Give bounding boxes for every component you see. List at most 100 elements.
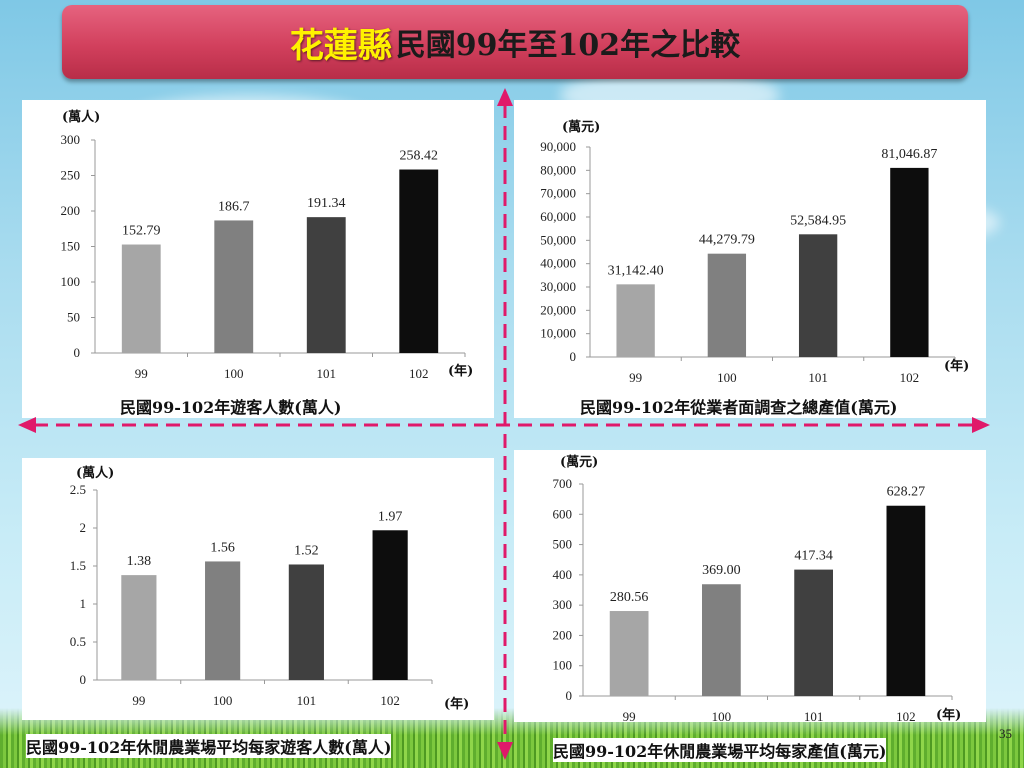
caption-total-output: 民國99-102年從業者面調查之總產值(萬元): [580, 394, 898, 418]
bar: [890, 167, 929, 357]
x-tick-label: 99: [629, 370, 642, 385]
y-tick-label: 300: [61, 132, 81, 147]
y-tick-label: 0: [74, 345, 81, 360]
x-unit-label: (年): [944, 358, 969, 374]
y-tick-label: 200: [553, 627, 573, 642]
y-tick-label: 100: [553, 658, 573, 673]
bar-value-label: 628.27: [887, 485, 926, 500]
arrow-up-icon: [497, 88, 513, 106]
bar: [702, 584, 741, 696]
bar-value-label: 1.52: [294, 543, 319, 558]
y-tick-label: 200: [61, 203, 81, 218]
y-tick-label: 50: [67, 310, 80, 325]
y-tick-label: 1: [80, 596, 87, 611]
arrow-right-icon: [972, 417, 990, 433]
y-tick-label: 2.5: [70, 482, 86, 497]
bar-value-label: 369.00: [702, 563, 741, 578]
bar: [886, 505, 926, 696]
bar-value-label: 44,279.79: [699, 233, 755, 248]
y-tick-label: 1.5: [70, 558, 86, 573]
y-tick-label: 70,000: [540, 186, 576, 201]
y-tick-label: 250: [61, 168, 81, 183]
y-tick-label: 2: [80, 520, 87, 535]
arrow-down-icon: [497, 742, 513, 760]
y-unit-label: (萬元): [560, 454, 598, 470]
bar: [707, 253, 747, 357]
y-tick-label: 150: [61, 239, 81, 254]
x-tick-label: 101: [804, 709, 824, 724]
bar-value-label: 417.34: [794, 549, 833, 564]
bar-value-label: 186.7: [218, 199, 250, 214]
title-banner: 花蓮縣 民國99年至102年之比較: [62, 5, 968, 79]
y-tick-label: 700: [553, 476, 573, 491]
x-tick-label: 99: [132, 693, 145, 708]
bar: [399, 169, 439, 353]
x-tick-label: 102: [380, 693, 400, 708]
bar-value-label: 258.42: [400, 149, 439, 164]
y-tick-label: 500: [553, 537, 573, 552]
x-tick-label: 99: [135, 366, 148, 381]
y-unit-label: (萬人): [62, 109, 100, 125]
bar: [205, 561, 241, 680]
y-tick-label: 300: [553, 597, 573, 612]
x-tick-label: 101: [808, 370, 828, 385]
y-tick-label: 50,000: [540, 232, 576, 247]
x-tick-label: 100: [224, 366, 244, 381]
bar-value-label: 1.38: [127, 554, 152, 569]
y-tick-label: 30,000: [540, 279, 576, 294]
bar: [609, 611, 649, 696]
y-tick-label: 0: [570, 349, 577, 364]
y-tick-label: 100: [61, 274, 81, 289]
x-unit-label: (年): [448, 363, 473, 379]
bar-value-label: 191.34: [307, 196, 346, 211]
y-tick-label: 60,000: [540, 209, 576, 224]
bar-value-label: 81,046.87: [881, 147, 937, 162]
x-tick-label: 101: [317, 366, 337, 381]
x-tick-label: 101: [297, 693, 317, 708]
y-tick-label: 40,000: [540, 256, 576, 271]
y-tick-label: 400: [553, 567, 573, 582]
chart-panel-avg-visitors: [22, 458, 494, 720]
caption-avg-visitors: 民國99-102年休閒農業場平均每家遊客人數(萬人): [26, 734, 392, 758]
page-title: 花蓮縣 民國99年至102年之比較: [62, 5, 968, 79]
x-tick-label: 99: [623, 709, 636, 724]
title-rest: 民國99年至102年之比較: [395, 28, 741, 63]
bar-value-label: 152.79: [122, 224, 161, 239]
y-tick-label: 20,000: [540, 302, 576, 317]
caption-avg-output: 民國99-102年休閒農業場平均每家產值(萬元): [553, 738, 887, 762]
bar: [372, 530, 408, 680]
y-tick-label: 0.5: [70, 634, 86, 649]
page-number: 35: [999, 726, 1012, 741]
bar: [214, 220, 254, 353]
bar: [794, 569, 833, 696]
arrow-left-icon: [18, 417, 36, 433]
x-tick-label: 100: [213, 693, 233, 708]
bar: [616, 284, 655, 357]
x-tick-label: 100: [712, 709, 732, 724]
x-unit-label: (年): [444, 696, 469, 712]
x-tick-label: 102: [900, 370, 920, 385]
bar: [798, 234, 838, 357]
bar-value-label: 1.56: [210, 540, 235, 555]
y-tick-label: 10,000: [540, 326, 576, 341]
x-tick-label: 100: [717, 370, 737, 385]
x-tick-label: 102: [896, 709, 916, 724]
x-unit-label: (年): [936, 707, 961, 723]
y-unit-label: (萬人): [76, 465, 114, 481]
bar: [306, 217, 346, 353]
y-tick-label: 80,000: [540, 162, 576, 177]
title-highlight: 花蓮縣: [289, 25, 392, 66]
y-tick-label: 0: [80, 672, 87, 687]
bar-value-label: 52,584.95: [790, 213, 846, 228]
y-tick-label: 600: [553, 506, 573, 521]
bar-value-label: 31,142.40: [608, 263, 664, 278]
bar-value-label: 280.56: [610, 590, 649, 605]
bar: [288, 564, 324, 680]
caption-visitors: 民國99-102年遊客人數(萬人): [120, 394, 342, 418]
y-tick-label: 90,000: [540, 139, 576, 154]
